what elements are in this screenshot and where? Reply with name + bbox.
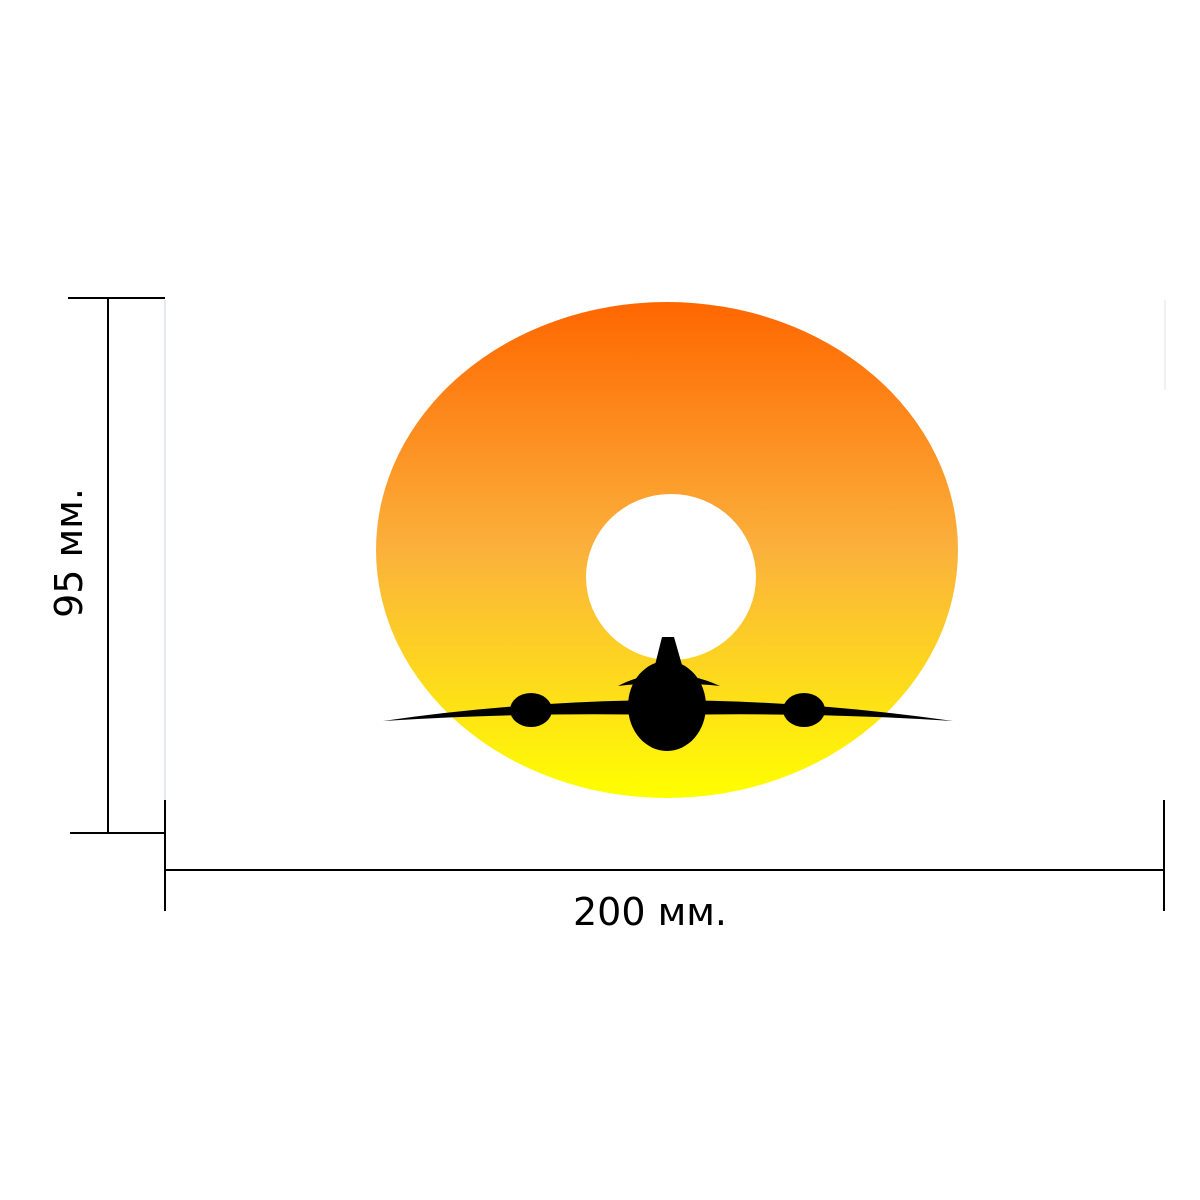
gradient-disc — [376, 302, 958, 798]
width-dimension: 200 мм. — [164, 800, 1165, 934]
airplane-engine-right — [783, 693, 825, 727]
height-label: 95 мм. — [47, 488, 91, 618]
width-label: 200 мм. — [573, 890, 727, 934]
airplane-tail-fin — [655, 637, 682, 665]
airplane-fuselage — [628, 661, 706, 751]
airplane-engine-left — [510, 693, 552, 727]
height-dimension: 95 мм. — [47, 297, 165, 834]
airplane-silhouette-icon — [383, 637, 953, 751]
